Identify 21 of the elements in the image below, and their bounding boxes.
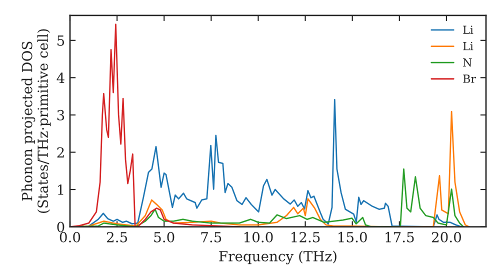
x-tick-label: 5.0 xyxy=(154,232,174,242)
x-tick-label: 7.5 xyxy=(201,232,222,242)
y-tick-label: 0 xyxy=(57,222,64,232)
legend-label: N xyxy=(463,58,472,67)
y-tick-label: 3 xyxy=(57,110,64,120)
x-tick-label: 0.0 xyxy=(60,232,80,242)
x-tick-label: 2.5 xyxy=(106,232,128,242)
x-tick-label: 20.0 xyxy=(432,232,462,242)
y-tick-label: 2 xyxy=(57,147,64,158)
legend-label: Br xyxy=(463,74,476,83)
y-tick-label: 5 xyxy=(57,36,64,46)
legend-label: Li xyxy=(463,26,474,34)
x-tick-label: 12.5 xyxy=(292,232,320,242)
x-tick-label: 15.0 xyxy=(338,232,367,242)
y-axis-title: Phonon projected DOS (States/THz·primitive cell) xyxy=(22,29,51,213)
y-tick-label: 1 xyxy=(58,184,64,195)
x-axis-title: Frequency (THz) xyxy=(219,250,336,264)
x-tick-label: 10.0 xyxy=(244,232,273,242)
y-tick-label: 4 xyxy=(56,72,64,83)
x-tick-label: 17.5 xyxy=(386,232,414,242)
legend-label: Li xyxy=(463,42,474,50)
